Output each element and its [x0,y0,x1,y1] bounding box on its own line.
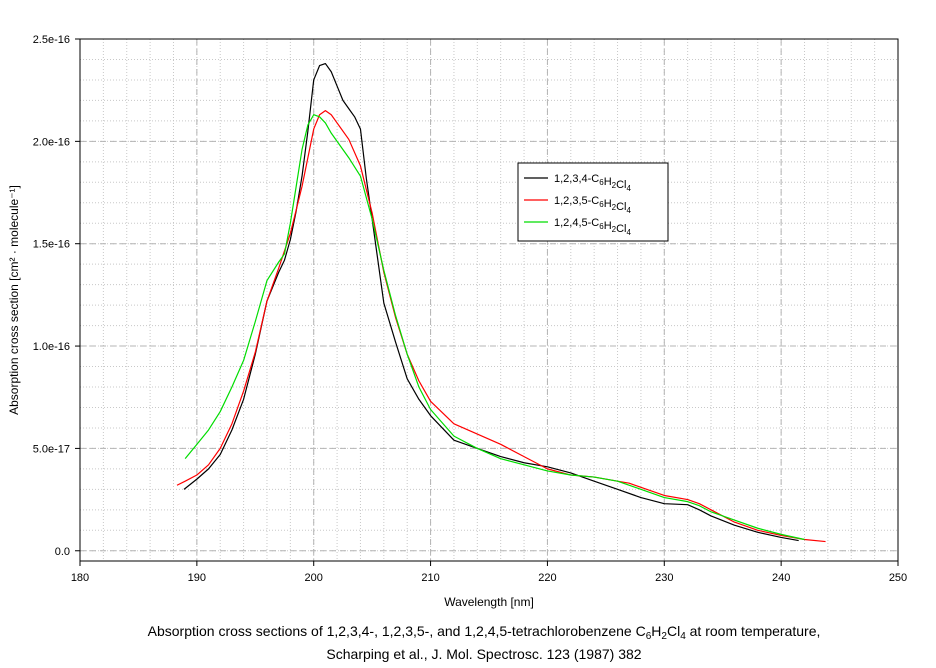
caption-h: H [651,623,662,639]
legend: 1,2,3,4-C6H2Cl41,2,3,5-C6H2Cl41,2,4,5-C6… [517,162,669,242]
caption-prefix: Absorption cross sections of 1,2,3,4-, 1… [147,623,646,639]
caption-sub-6: 6 [645,631,652,642]
x-axis-label: Wavelength [nm] [444,595,534,609]
y-tick-label: 1.0e-16 [33,341,70,353]
x-tick-label: 190 [188,572,206,584]
grid [79,38,899,561]
plot-frame [79,38,899,562]
y-tick-label: 0.0 [55,546,70,558]
x-tick-label: 240 [772,572,790,584]
caption-sub-2: 2 [661,631,667,642]
ticks: 180 190 200 210 220 230 240 250 0.0 5.0e-17 1.0e-1… [33,34,907,584]
caption-line-2: Scharping et al., J. Mol. Spectrosc. 123… [326,646,642,662]
x-tick-label: 180 [71,572,89,584]
legend-box [517,162,669,242]
x-tick-label: 230 [655,572,673,584]
x-tick-label: 220 [538,572,556,584]
series-lines [176,62,826,543]
x-tick-label: 250 [889,572,907,584]
y-tick-label: 2.0e-16 [33,136,70,148]
series-line-2 [176,110,826,543]
caption-sub-4: 4 [680,631,686,642]
caption-suffix: at room temperature, [685,623,821,639]
series-line-3 [184,114,805,541]
x-tick-label: 200 [305,572,323,584]
caption-cl: Cl [666,623,681,639]
y-tick-label: 2.5e-16 [33,34,70,46]
caption-line-1: Absorption cross sections of 1,2,3,4-, 1… [32,623,936,642]
legend-label-2: 1,2,3,5-C6H2Cl4 [554,195,632,215]
x-tick-label: 210 [421,572,439,584]
legend-label-3: 1,2,4,5-C6H2Cl4 [554,217,632,237]
y-tick-label: 1.5e-16 [33,239,70,251]
legend-label-1: 1,2,3,4-C6H2Cl4 [554,173,632,193]
y-tick-label: 5.0e-17 [33,443,70,455]
y-axis-label: Absorption cross section [cm² · molecule… [7,185,21,415]
series-line-1 [183,62,799,542]
